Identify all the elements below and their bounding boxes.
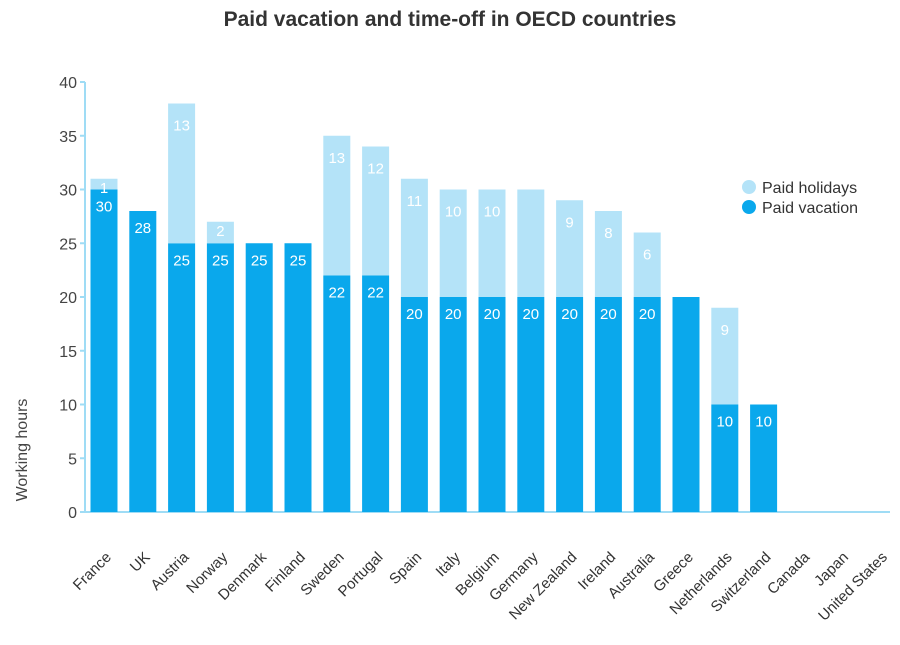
bar-paid-vacation: [672, 297, 700, 512]
bar-paid-vacation: [90, 189, 118, 512]
data-label-paid-holidays: 11: [407, 193, 423, 210]
y-tick-label: 5: [68, 451, 77, 468]
category-label: Canada: [764, 548, 814, 598]
bar-paid-holidays: [323, 135, 351, 276]
data-label-paid-holidays: 10: [445, 204, 462, 221]
data-label-paid-holidays: 12: [367, 161, 384, 178]
legend-label: Paid holidays: [762, 180, 857, 197]
y-tick-label: 0: [68, 505, 77, 522]
data-label-paid-holidays: 1: [100, 180, 108, 197]
bar-paid-holidays: [478, 189, 506, 297]
labels-layer: 30 1 28 25 13 25 2 25 25 22 13 22 12 20 11 20 10 20 10 20 20…: [96, 118, 807, 499]
y-tick-label: 15: [59, 344, 77, 361]
bar-paid-holidays: [400, 178, 428, 297]
y-axis-title: Working hours: [14, 399, 31, 502]
category-label: UK: [127, 549, 154, 576]
bar-paid-holidays: [362, 146, 390, 276]
data-label-paid-vacation: 25: [212, 252, 229, 269]
bar-paid-holidays: [517, 189, 545, 297]
legend-marker: [742, 180, 756, 194]
bar-paid-holidays: [206, 221, 234, 244]
category-label: Spain: [386, 549, 425, 588]
bar-paid-holidays: [90, 178, 118, 190]
data-label-paid-vacation: 0: [798, 481, 806, 498]
data-label-paid-holidays: 10: [484, 204, 501, 221]
bar-paid-holidays: [633, 232, 661, 297]
data-label-paid-vacation: 20: [561, 306, 578, 323]
data-label-paid-vacation: 25: [290, 252, 307, 269]
category-labels-layer: France UKAustriaNorwayDenmarkFinlandSwede…: [70, 548, 891, 624]
y-tick-label: 20: [59, 290, 77, 307]
data-label-paid-vacation: 20: [600, 306, 617, 323]
bar-paid-vacation: [206, 243, 234, 512]
bar-paid-vacation: [439, 297, 467, 512]
bar-paid-holidays: [594, 211, 622, 297]
y-tick-label: 30: [59, 183, 77, 200]
legend: Paid holidays Paid vacation: [742, 180, 858, 217]
bar-paid-vacation: [556, 297, 584, 512]
data-label-paid-vacation: 20: [445, 306, 462, 323]
category-label: Italy: [433, 548, 465, 580]
data-label-paid-holidays: 13: [328, 150, 345, 167]
bar-paid-vacation: [323, 275, 351, 512]
bar-paid-holidays: [168, 103, 196, 244]
bar-paid-vacation: [517, 297, 545, 512]
bar-paid-vacation: [362, 275, 390, 512]
bar-paid-vacation: [400, 297, 428, 512]
y-tick-label: 10: [59, 398, 77, 415]
bar-paid-vacation: [478, 297, 506, 512]
data-label-paid-holidays: 2: [216, 223, 224, 240]
bar-paid-vacation: [284, 243, 312, 512]
data-label-paid-vacation: 30: [96, 199, 113, 216]
y-tick-label: 40: [59, 75, 77, 92]
bar-paid-vacation: [750, 404, 778, 512]
bar-paid-vacation: [711, 404, 739, 512]
legend-marker: [742, 200, 756, 214]
data-label-paid-holidays: 9: [721, 322, 729, 339]
data-label-paid-holidays: 6: [643, 247, 651, 264]
bar-paid-vacation: [245, 243, 273, 512]
data-label-paid-holidays: 13: [173, 118, 190, 135]
data-label-paid-vacation: 20: [406, 306, 423, 323]
data-label-paid-vacation: 20: [639, 306, 656, 323]
data-label-paid-vacation: 20: [522, 306, 539, 323]
data-label-paid-vacation: 20: [484, 306, 501, 323]
category-label: United States: [815, 549, 891, 625]
category-label: France: [70, 549, 115, 594]
bars-layer: [90, 103, 778, 512]
bar-paid-vacation: [168, 243, 196, 512]
bar-paid-vacation: [633, 297, 661, 512]
bar-paid-holidays: [439, 189, 467, 297]
y-tick-label: 25: [59, 236, 77, 253]
data-label-paid-vacation: 10: [716, 414, 733, 431]
chart-title: Paid vacation and time-off in OECD count…: [223, 8, 677, 31]
data-label-paid-vacation: 25: [251, 252, 268, 269]
data-label-paid-holidays: 8: [604, 225, 612, 242]
data-label-paid-vacation: 22: [328, 285, 345, 302]
data-label-paid-vacation: 22: [367, 285, 384, 302]
data-label-paid-vacation: 28: [134, 220, 151, 237]
bar-paid-holidays: [711, 307, 739, 405]
data-label-paid-holidays: 9: [565, 214, 573, 231]
y-tick-label: 35: [59, 129, 77, 146]
bar-paid-holidays: [556, 200, 584, 297]
data-label-paid-vacation: 25: [173, 252, 190, 269]
bar-paid-vacation: [594, 297, 622, 512]
bar-paid-vacation: [129, 211, 157, 512]
legend-label: Paid vacation: [762, 200, 858, 217]
data-label-paid-vacation: 10: [755, 414, 772, 431]
